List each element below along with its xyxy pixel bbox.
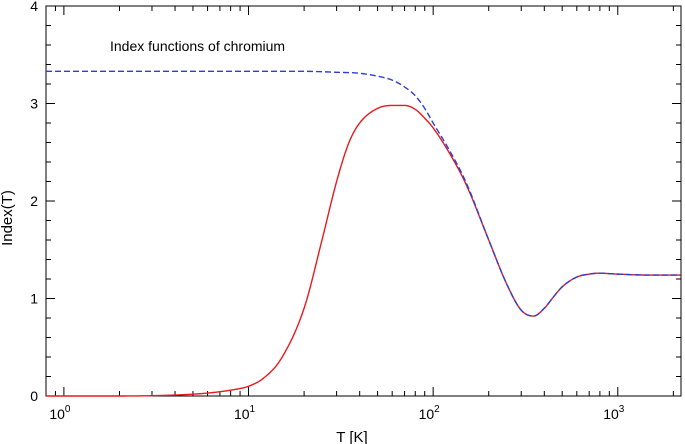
series-line-2	[46, 70, 681, 317]
y-tick-label: 4	[30, 0, 38, 14]
series-line-1	[46, 104, 681, 397]
x-tick-label: 102	[419, 404, 441, 422]
chart-annotation: Index functions of chromium	[110, 38, 285, 54]
x-tick-label: 101	[234, 404, 256, 422]
y-tick-label: 1	[30, 291, 38, 307]
y-axis-label: Index(T)	[0, 190, 16, 246]
y-tick-label: 2	[30, 193, 38, 209]
x-tick-label: 103	[603, 404, 625, 422]
series-layer	[46, 70, 681, 397]
y-tick-label: 0	[30, 388, 38, 404]
x-tick-label: 100	[49, 404, 71, 422]
labels-layer: 100 101 102 103 0 1 2 3 4	[30, 0, 625, 422]
ticks-layer	[45, 5, 681, 397]
plot-frame	[45, 5, 682, 397]
y-tick-label: 3	[30, 96, 38, 112]
x-axis-label: T [K]	[336, 429, 367, 444]
